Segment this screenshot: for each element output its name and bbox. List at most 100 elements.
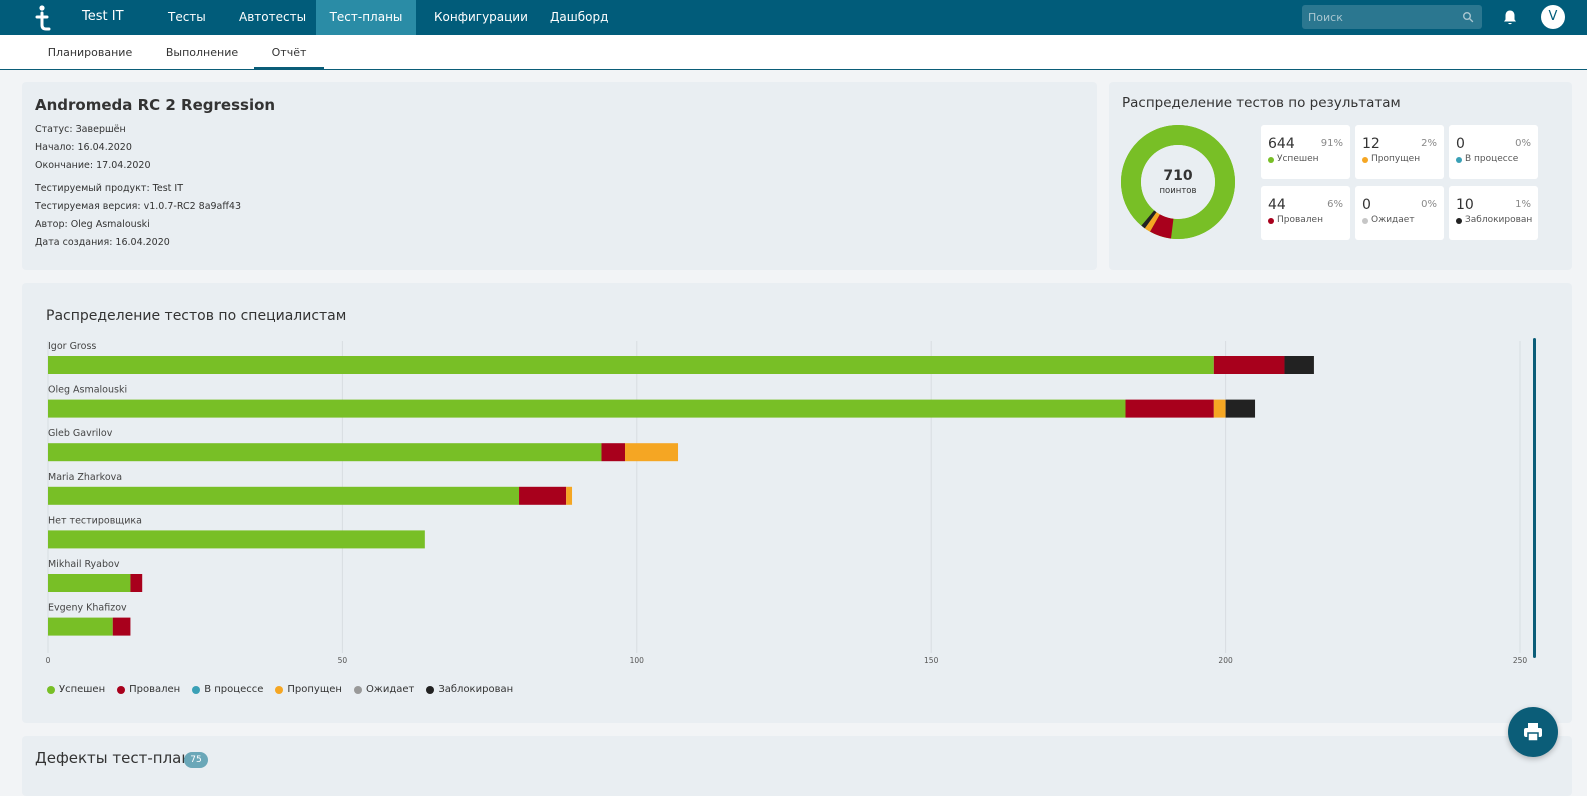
legend-dot-icon: [117, 685, 126, 694]
legend-dot-icon: [192, 685, 201, 694]
legend-item[interactable]: Провален: [117, 684, 180, 695]
category-label: Mikhail Ryabov: [48, 559, 120, 570]
printer-icon: [1524, 723, 1542, 742]
bar-segment-Успешен[interactable]: [48, 443, 602, 462]
donut-slice-Успешен[interactable]: [1121, 125, 1235, 239]
app-name[interactable]: Test IT: [82, 9, 124, 24]
nav-configurations[interactable]: Конфигурации: [434, 10, 528, 24]
stat-passed[interactable]: 644 91% Успешен: [1261, 125, 1350, 179]
results-donut-chart: [1121, 125, 1235, 239]
legend-dot-icon: [353, 685, 362, 694]
chart-scrollbar[interactable]: [1533, 338, 1536, 658]
category-label: Oleg Asmalouski: [48, 385, 127, 396]
legend-item[interactable]: Заблокирован: [426, 684, 513, 695]
chart-legend: Успешен Провален В процессе Пропущен Ожидает…: [47, 684, 513, 695]
bar-segment-Пропущен[interactable]: [566, 486, 573, 505]
plan-subtabs: Планирование Выполнение Отчёт: [0, 35, 1587, 70]
bar-segment-Провален[interactable]: [112, 617, 131, 636]
legend-label: Ожидает: [365, 684, 415, 695]
bar-segment-Успешен[interactable]: [48, 617, 113, 636]
category-label: Maria Zharkova: [48, 472, 122, 483]
donut-total-label: поинтов: [1159, 186, 1197, 196]
stat-percent: 6%: [1327, 199, 1343, 210]
stat-label: В процессе: [1465, 154, 1519, 164]
bar-segment-Успешен[interactable]: [48, 574, 131, 592]
stat-label: Заблокирован: [1465, 215, 1533, 225]
stat-count: 0: [1456, 136, 1465, 152]
stat-count: 44: [1268, 197, 1286, 213]
plan-info-card: Andromeda RC 2 Regression Статус: Заверш…: [22, 82, 1097, 270]
bar-segment-Пропущен[interactable]: [1213, 399, 1226, 418]
stat-percent: 0%: [1515, 138, 1531, 149]
x-tick-label: 100: [630, 656, 645, 665]
legend-label: Провален: [129, 684, 181, 695]
testit-logo-icon[interactable]: [30, 4, 56, 32]
nav-dashboard[interactable]: Дашборд: [550, 10, 609, 24]
status-dot-icon: [1362, 218, 1368, 224]
stat-skipped[interactable]: 12 2% Пропущен: [1355, 125, 1444, 179]
legend-item[interactable]: Пропущен: [275, 684, 342, 695]
status-dot-icon: [1268, 157, 1274, 163]
plan-end-date: Окончание: 17.04.2020: [35, 160, 151, 171]
stat-label: Провален: [1277, 215, 1323, 225]
legend-dot-icon: [47, 685, 55, 694]
category-label: Нет тестировщика: [48, 515, 142, 526]
defects-count-badge: 75: [184, 752, 208, 768]
x-tick-label: 0: [46, 656, 51, 665]
tab-execution[interactable]: Выполнение: [165, 46, 239, 59]
donut-total: 710: [1163, 168, 1193, 184]
search-input[interactable]: [1308, 8, 1458, 26]
bar-segment-Провален[interactable]: [519, 486, 567, 505]
bar-segment-Заблокирован[interactable]: [1284, 356, 1314, 374]
stat-count: 0: [1362, 197, 1371, 213]
bar-segment-Провален[interactable]: [1125, 399, 1214, 418]
tab-report[interactable]: Отчёт: [254, 35, 324, 70]
user-avatar[interactable]: V: [1541, 5, 1565, 29]
plan-created-date: Дата создания: 16.04.2020: [35, 237, 170, 248]
x-tick-label: 150: [924, 656, 939, 665]
legend-item[interactable]: Успешен: [47, 684, 105, 695]
nav-autotests[interactable]: Автотесты: [239, 10, 307, 24]
bar-segment-Провален[interactable]: [601, 443, 626, 462]
stat-count: 10: [1456, 197, 1474, 213]
stat-failed[interactable]: 44 6% Провален: [1261, 186, 1350, 240]
bar-segment-Успешен[interactable]: [48, 486, 520, 505]
specialists-bar-chart: 0 50 100 150 200 250 Igor Gross Oleg Asmalouski…: [46, 341, 1528, 665]
results-distribution-card: Распределение тестов по результатам 710 …: [1109, 82, 1572, 270]
search-icon[interactable]: [1462, 11, 1474, 23]
top-navigation-bar: Test IT Тесты Автотесты Тест-планы Конфи…: [0, 0, 1587, 35]
status-dot-icon: [1456, 157, 1462, 163]
status-dot-icon: [1456, 218, 1462, 224]
results-distribution-title: Распределение тестов по результатам: [1122, 95, 1401, 111]
bar-segment-Успешен[interactable]: [48, 530, 425, 549]
print-button[interactable]: [1508, 707, 1558, 757]
notifications-bell-icon[interactable]: [1502, 9, 1518, 26]
x-tick-label: 250: [1513, 656, 1528, 665]
bar-segment-Пропущен[interactable]: [625, 443, 679, 462]
stat-percent: 2%: [1421, 138, 1437, 149]
nav-tests[interactable]: Тесты: [168, 10, 206, 24]
stat-blocked[interactable]: 10 1% Заблокирован: [1449, 186, 1538, 240]
legend-label: Заблокирован: [438, 684, 514, 695]
stat-label: Ожидает: [1371, 215, 1415, 225]
status-dot-icon: [1268, 218, 1274, 224]
specialists-distribution-card: Распределение тестов по специалистам 0 50…: [22, 283, 1572, 723]
legend-dot-icon: [275, 685, 284, 694]
legend-item[interactable]: Ожидает: [353, 684, 415, 695]
bar-segment-Заблокирован[interactable]: [1225, 399, 1256, 418]
stat-count: 12: [1362, 136, 1380, 152]
stat-percent: 91%: [1320, 138, 1343, 149]
legend-item[interactable]: В процессе: [192, 684, 263, 695]
nav-test-plans[interactable]: Тест-планы: [316, 0, 416, 35]
bar-segment-Успешен[interactable]: [48, 399, 1126, 418]
category-label: Gleb Gavrilov: [48, 428, 113, 439]
stat-in-progress[interactable]: 0 0% В процессе: [1449, 125, 1538, 179]
tab-planning[interactable]: Планирование: [47, 46, 133, 59]
bar-segment-Провален[interactable]: [1213, 356, 1285, 374]
bar-segment-Успешен[interactable]: [48, 356, 1214, 374]
stat-pending[interactable]: 0 0% Ожидает: [1355, 186, 1444, 240]
bar-segment-Провален[interactable]: [130, 574, 143, 592]
plan-author: Автор: Oleg Asmalouski: [35, 219, 150, 230]
stat-label: Успешен: [1277, 154, 1319, 164]
stat-count: 644: [1268, 136, 1295, 152]
